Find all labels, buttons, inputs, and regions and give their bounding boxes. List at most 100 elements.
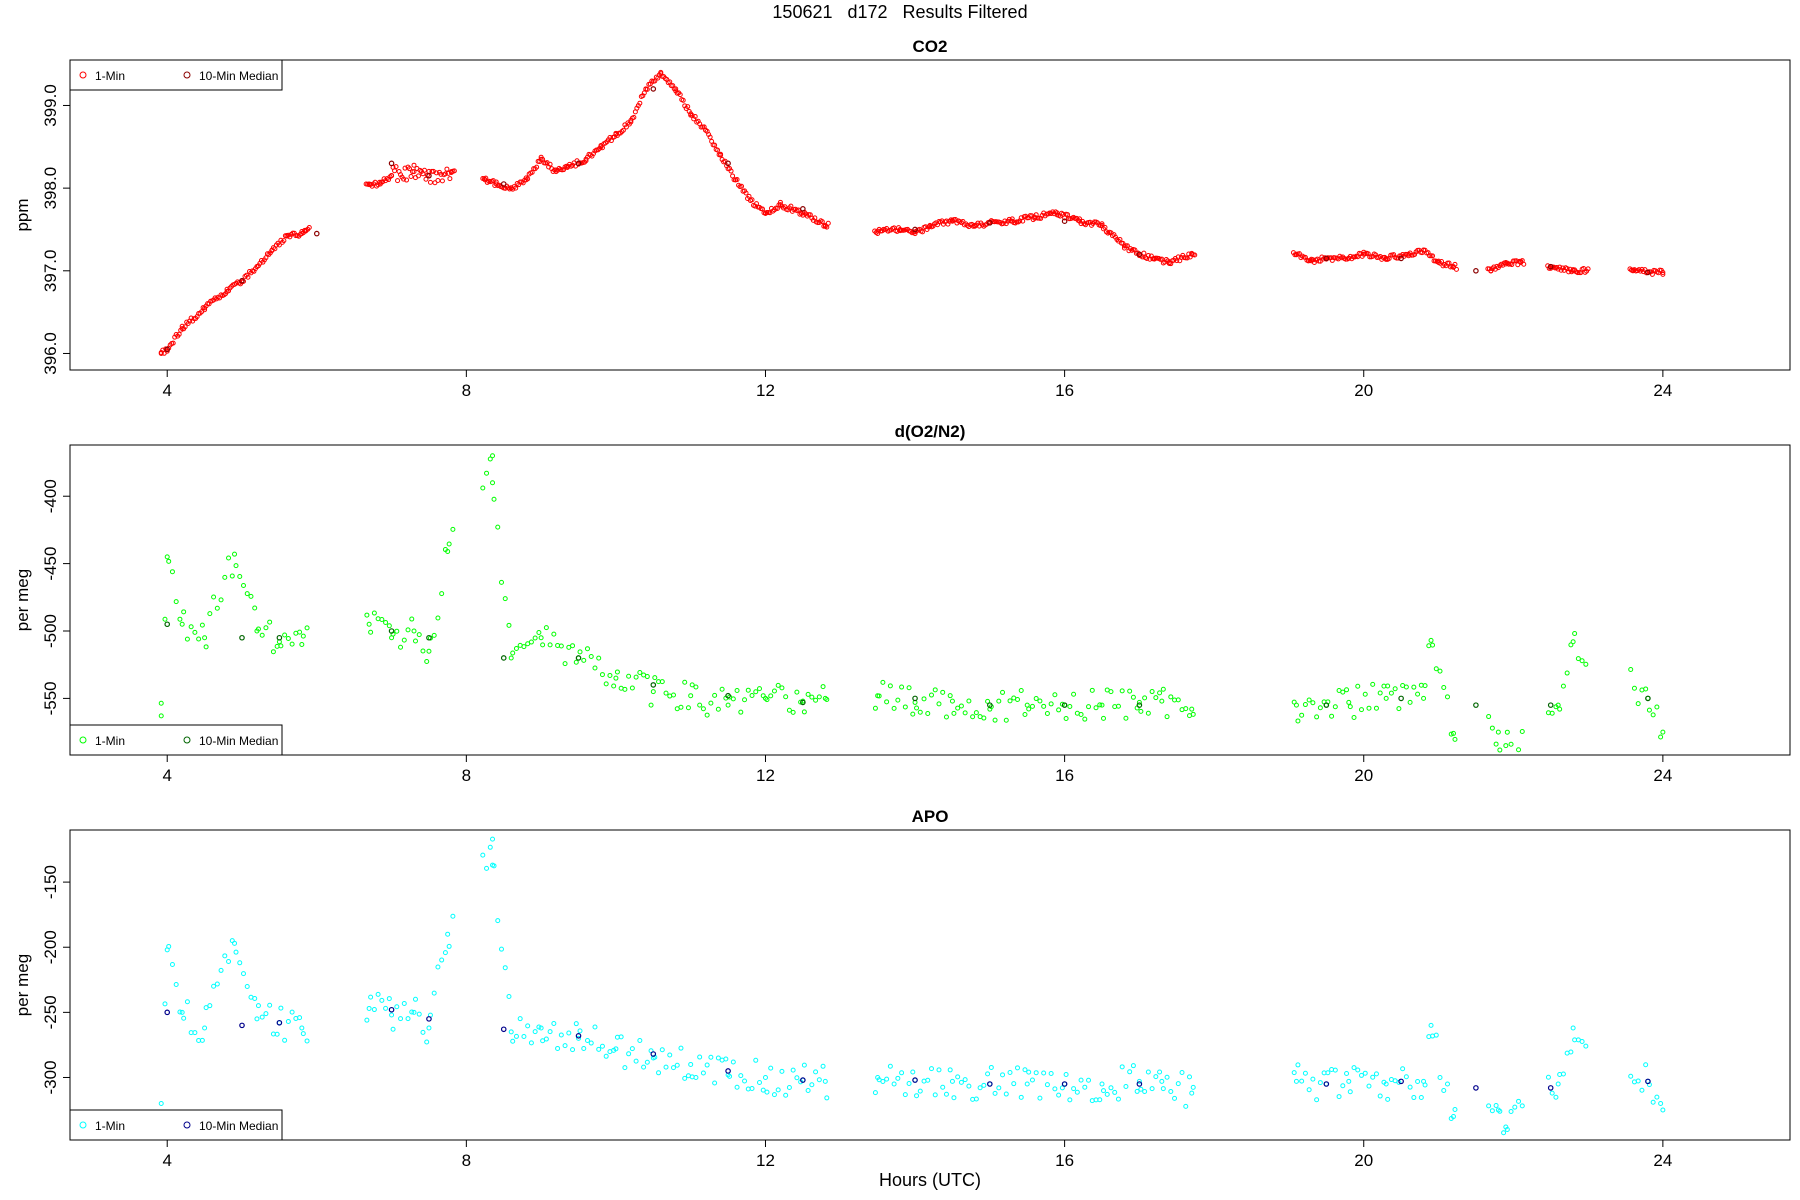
o2n2-one-min-point [577, 649, 583, 655]
apo-one-min-point [966, 1083, 972, 1089]
apo-median-point [426, 1016, 432, 1022]
apo-one-min-point [790, 1067, 796, 1073]
co2-one-min-point [411, 169, 417, 175]
co2-one-min-point [281, 238, 287, 244]
apo-one-min-point [274, 1031, 280, 1037]
apo-one-min-point [386, 996, 392, 1002]
o2n2-one-min-point [749, 693, 755, 699]
co2-one-min-point [306, 225, 312, 231]
o2n2-one-min-point [1441, 685, 1447, 691]
apo-one-min-point [1112, 1089, 1118, 1095]
o2n2-one-min-point [670, 692, 676, 698]
o2n2-one-min-point [490, 453, 496, 459]
apo-one-min-point [169, 962, 175, 968]
apo-one-min-point [164, 947, 170, 953]
apo-one-min-point [1421, 1078, 1427, 1084]
o2n2-x-tick-label: 4 [162, 766, 171, 785]
co2-one-min-point [623, 124, 629, 130]
apo-one-min-point [1082, 1084, 1088, 1090]
apo-one-min-point [1127, 1069, 1133, 1075]
co2-median-point [1323, 255, 1330, 262]
apo-one-min-point [1411, 1095, 1417, 1101]
apo-median-point [1136, 1081, 1143, 1087]
o2n2-one-min-point [435, 615, 441, 621]
co2-one-min-point [677, 92, 683, 98]
o2n2-one-min-point [386, 623, 392, 629]
apo-one-min-point [708, 1054, 714, 1060]
apo-median-point [1323, 1081, 1330, 1087]
o2n2-one-min-point [708, 700, 714, 706]
o2n2-one-min-point [1388, 690, 1394, 696]
co2-one-min-point [299, 231, 305, 237]
apo-one-min-point [299, 1025, 305, 1031]
o2n2-one-min-point [801, 709, 807, 715]
apo-one-min-point [779, 1068, 785, 1074]
apo-one-min-point [700, 1070, 706, 1076]
apo-one-min-point [1444, 1081, 1450, 1087]
o2n2-one-min-point [1159, 698, 1165, 704]
o2n2-one-min-point [614, 669, 620, 675]
apo-one-min-point [495, 918, 501, 924]
o2n2-one-min-point [1486, 714, 1492, 720]
o2n2-one-min-point [1516, 747, 1522, 753]
apo-one-min-point [304, 1038, 310, 1044]
apo-one-min-point [1489, 1108, 1495, 1114]
o2n2-one-min-point [1362, 691, 1368, 697]
apo-one-min-point [887, 1063, 893, 1069]
o2n2-one-min-point [899, 684, 905, 690]
o2n2-one-min-point [1071, 691, 1077, 697]
o2n2-one-min-point [1149, 689, 1155, 695]
apo-one-min-point [958, 1079, 964, 1085]
co2-one-min-point [158, 350, 164, 356]
o2n2-one-min-point [1127, 688, 1133, 694]
o2n2-one-min-point [1555, 702, 1561, 708]
o2n2-one-min-point [779, 685, 785, 691]
o2n2-one-min-point [570, 643, 576, 649]
o2n2-one-min-point [1056, 707, 1062, 713]
o2n2-y-tick-label: -550 [41, 681, 60, 715]
co2-median-point [500, 181, 507, 187]
o2n2-one-min-point [1293, 702, 1299, 708]
apo-one-min-point [783, 1092, 789, 1098]
apo-one-min-point [555, 1045, 561, 1051]
co2-one-min-point [598, 144, 604, 150]
co2-x-tick-label: 24 [1653, 381, 1672, 400]
apo-y-tick-label: -300 [41, 1060, 60, 1094]
o2n2-one-min-point [270, 649, 276, 655]
o2n2-one-min-point [1643, 686, 1649, 692]
o2n2-one-min-point [652, 675, 658, 681]
co2-one-min-point [628, 119, 634, 125]
apo-legend-marker-one-min [79, 1121, 87, 1129]
o2n2-one-min-point [928, 692, 934, 698]
apo-one-min-point [442, 950, 448, 956]
apo-one-min-point [917, 1088, 923, 1094]
co2-legend-box [69, 59, 283, 91]
o2n2-one-min-point [510, 650, 516, 656]
apo-one-min-point [738, 1073, 744, 1079]
o2n2-one-min-point [1503, 743, 1509, 749]
o2n2-one-min-point [700, 706, 706, 712]
o2n2-median-point [1136, 702, 1143, 708]
o2n2-one-min-point [1082, 716, 1088, 722]
co2-one-min-point [733, 177, 739, 183]
apo-one-min-point [805, 1088, 811, 1094]
o2n2-one-min-point [1138, 708, 1144, 714]
o2n2-one-min-point [401, 637, 407, 643]
o2n2-one-min-point [1310, 700, 1316, 706]
apo-one-min-point [1168, 1088, 1174, 1094]
apo-one-min-point [1138, 1086, 1144, 1092]
o2n2-one-min-point [872, 705, 878, 711]
apo-one-min-point [1011, 1081, 1017, 1087]
apo-median-point [239, 1022, 245, 1029]
o2n2-one-min-point [1377, 690, 1383, 696]
co2-one-min-point [447, 176, 453, 182]
o2n2-one-min-point [719, 686, 725, 692]
co2-one-min-point [1166, 260, 1172, 266]
apo-median-point [164, 1009, 171, 1016]
o2n2-legend-marker-median [183, 736, 191, 744]
o2n2-one-min-point [622, 686, 628, 692]
apo-one-min-point [226, 959, 232, 965]
apo-legend: 1-Min 10-Min Median [69, 1109, 283, 1141]
co2-y-tick-label: 396.0 [41, 332, 60, 375]
co2-one-min-point [377, 181, 383, 187]
